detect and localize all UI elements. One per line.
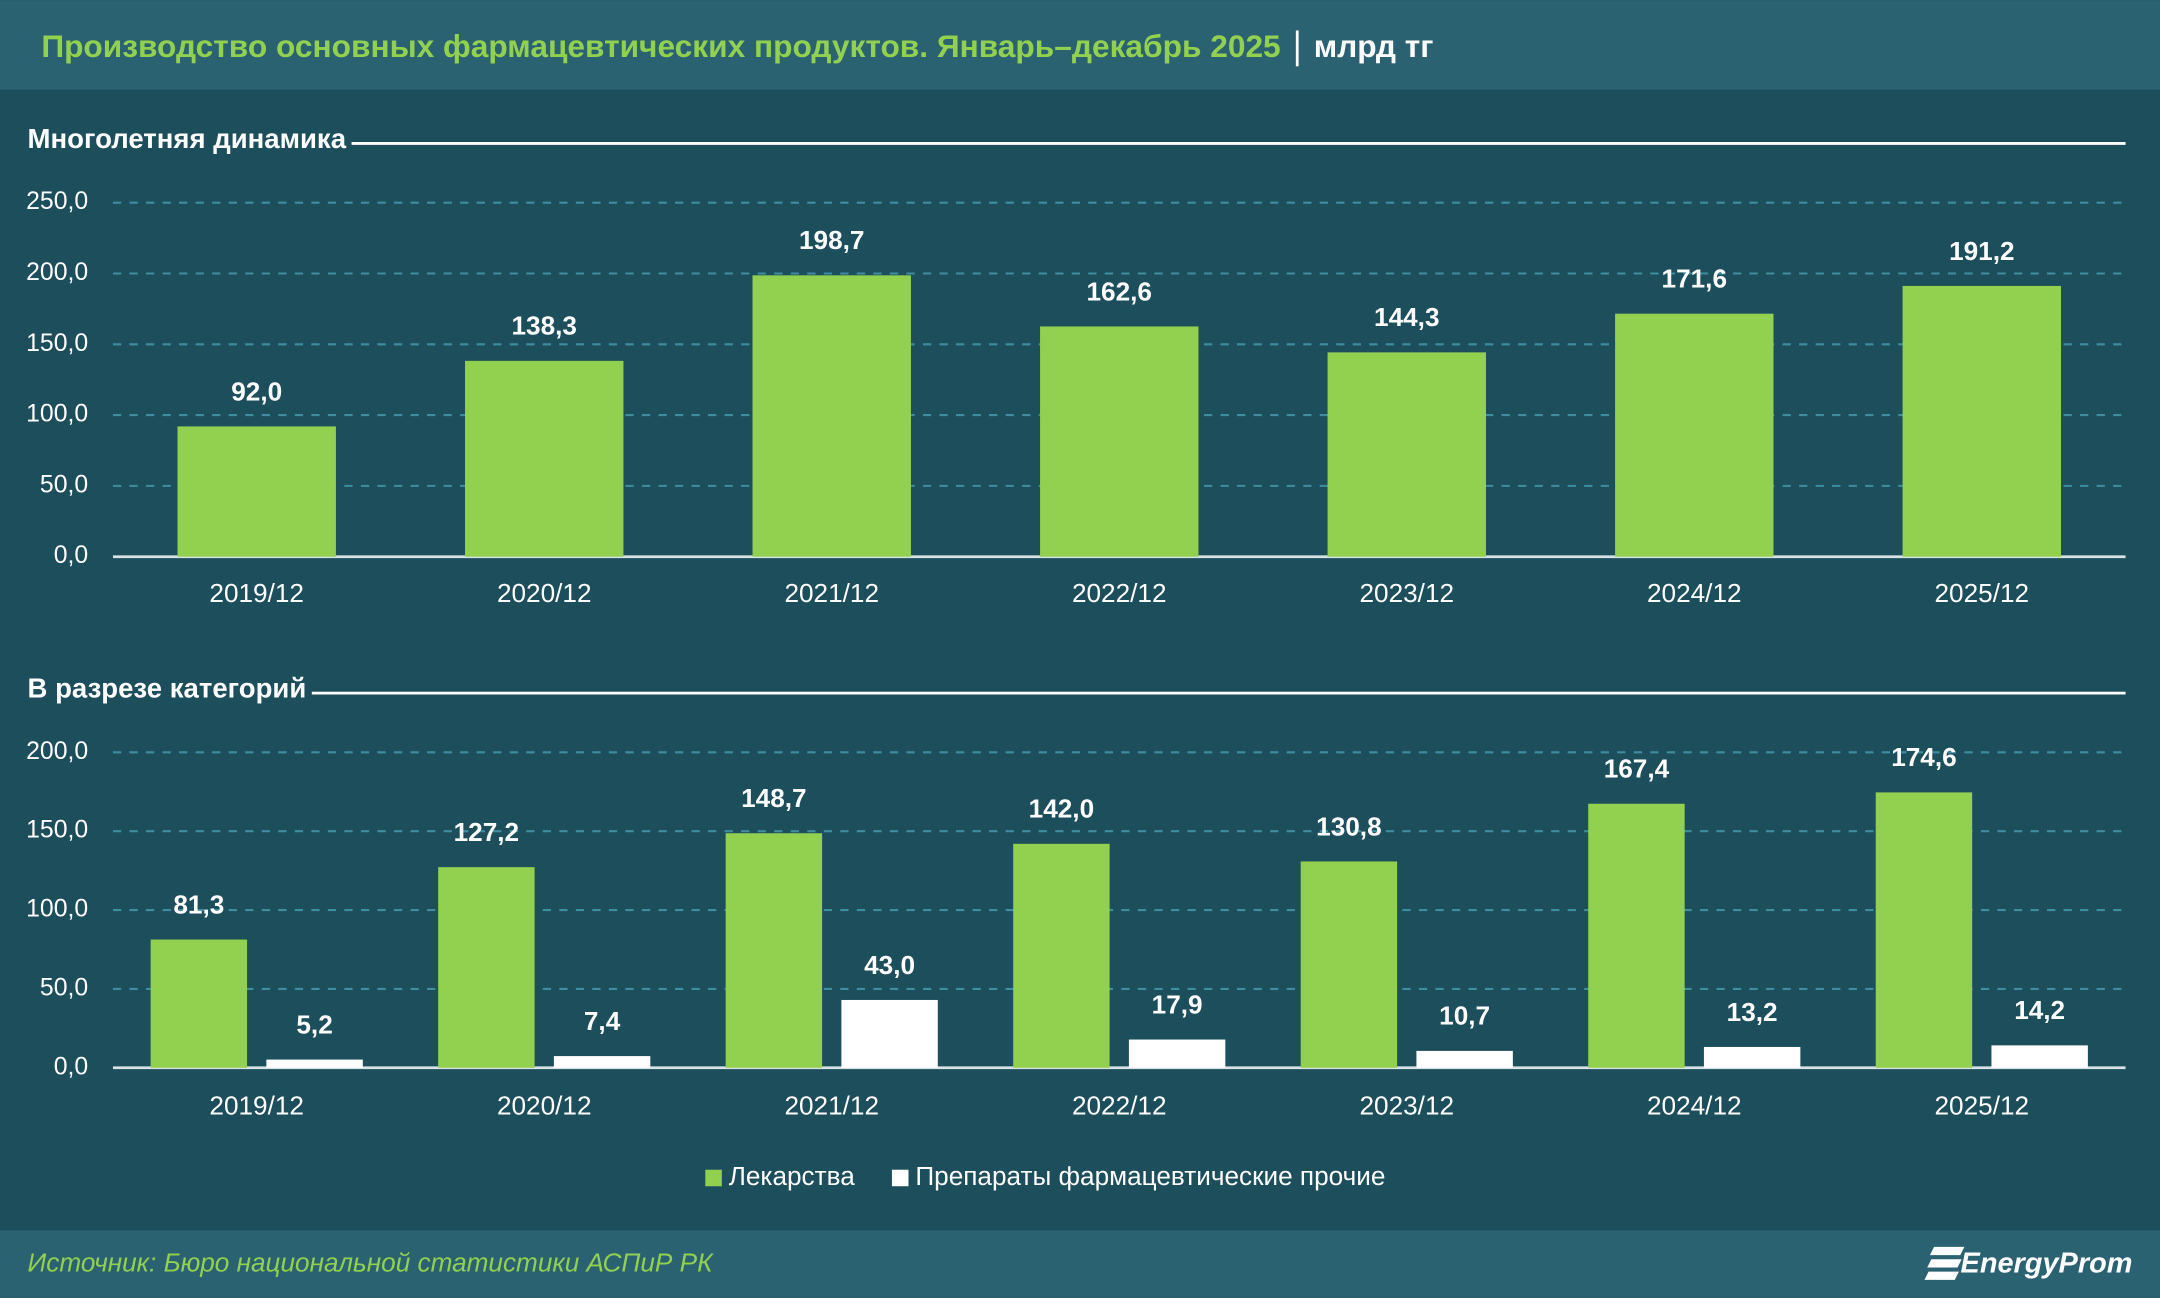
source: Источник: Бюро национальной статистики А… [28, 1248, 715, 1278]
legend-label: Препараты фармацевтические прочие [915, 1161, 1385, 1191]
y-tick-label: 50,0 [40, 471, 88, 498]
x-tick-label: 2021/12 [784, 1091, 879, 1121]
bar [150, 939, 248, 1068]
y-tick-label: 0,0 [54, 542, 88, 569]
x-tick-label: 2025/12 [1935, 578, 2030, 608]
value-label: 148,7 [741, 783, 806, 813]
x-tick-label: 2024/12 [1647, 1091, 1742, 1121]
footer-band [0, 1230, 2160, 1298]
y-tick-label: 150,0 [26, 817, 88, 844]
bar [177, 426, 336, 557]
value-label: 162,6 [1087, 276, 1152, 306]
bar [438, 867, 535, 1068]
value-label: 144,3 [1374, 302, 1439, 332]
bar [1327, 352, 1486, 557]
y-tick-label: 200,0 [26, 738, 88, 765]
value-label: 130,8 [1316, 811, 1381, 841]
y-tick-label: 150,0 [26, 330, 88, 357]
x-tick-label: 2025/12 [1935, 1091, 2030, 1121]
legend-swatch [891, 1169, 909, 1187]
bar [1875, 792, 1973, 1068]
bar [1902, 285, 2062, 557]
value-label: 5,2 [296, 1009, 332, 1039]
y-tick-label: 0,0 [54, 1053, 88, 1080]
legend-swatch [705, 1169, 722, 1187]
page-unit: млрд тг [1314, 28, 1434, 64]
bar [465, 360, 624, 557]
header-band [0, 0, 2160, 90]
value-label: 138,3 [511, 311, 576, 341]
brand-logo [1924, 1246, 1965, 1280]
value-label: 17,9 [1152, 989, 1203, 1019]
bar [1416, 1050, 1513, 1068]
value-label: 127,2 [454, 817, 519, 847]
value-label: 142,0 [1029, 794, 1094, 824]
value-label: 171,6 [1662, 264, 1727, 294]
bar [1991, 1045, 2088, 1068]
value-label: 7,4 [584, 1006, 621, 1036]
bar [1013, 843, 1110, 1068]
y-tick-label: 50,0 [40, 974, 88, 1001]
bar [725, 833, 823, 1068]
x-tick-label: 2023/12 [1359, 1091, 1454, 1121]
y-tick-label: 100,0 [26, 401, 88, 428]
page-title: Производство основных фармацевтических п… [41, 28, 1280, 64]
section-title: В разрезе категорий [28, 673, 307, 704]
x-tick-label: 2022/12 [1072, 1091, 1167, 1121]
x-tick-label: 2020/12 [497, 578, 592, 608]
bar [841, 999, 938, 1068]
bar [1615, 313, 1774, 557]
y-tick-label: 100,0 [26, 896, 88, 923]
value-label: 167,4 [1604, 754, 1670, 784]
value-label: 43,0 [864, 950, 915, 980]
value-label: 191,2 [1949, 236, 2014, 266]
bar [553, 1056, 651, 1068]
bar [1300, 861, 1398, 1068]
value-label: 198,7 [799, 225, 864, 255]
value-label: 13,2 [1727, 997, 1778, 1027]
bar [1128, 1039, 1226, 1068]
x-tick-label: 2024/12 [1647, 578, 1742, 608]
section-title: Многолетняя динамика [28, 123, 347, 154]
x-tick-label: 2019/12 [209, 1091, 304, 1121]
x-tick-label: 2023/12 [1359, 578, 1454, 608]
bar [1588, 803, 1685, 1068]
y-tick-label: 200,0 [26, 259, 88, 286]
brand-icon [1924, 1246, 1965, 1280]
bar [1040, 326, 1199, 557]
value-label: 10,7 [1439, 1001, 1490, 1031]
value-label: 14,2 [2014, 995, 2065, 1025]
value-label: 81,3 [173, 889, 224, 919]
y-tick-label: 250,0 [26, 188, 88, 215]
x-tick-label: 2020/12 [497, 1091, 592, 1121]
brand: EnergyProm [1961, 1247, 2133, 1279]
x-tick-label: 2021/12 [784, 578, 879, 608]
bar [752, 275, 911, 557]
value-label: 174,6 [1891, 742, 1956, 772]
x-tick-label: 2019/12 [209, 578, 304, 608]
bar [266, 1059, 363, 1068]
bar [1703, 1046, 1801, 1068]
value-label: 92,0 [231, 376, 282, 406]
x-tick-label: 2022/12 [1072, 578, 1167, 608]
legend-label: Лекарства [729, 1161, 855, 1191]
